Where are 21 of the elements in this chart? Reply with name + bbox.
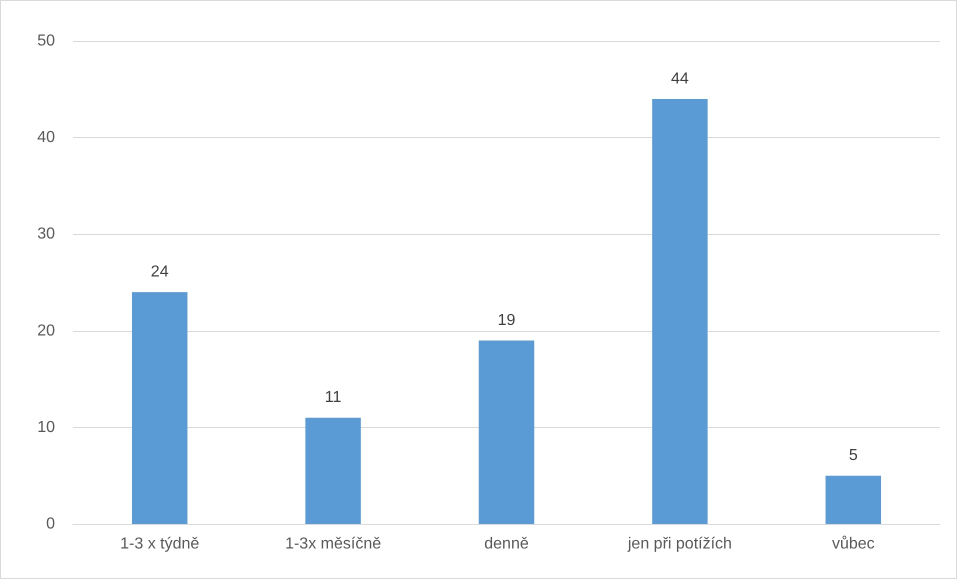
y-tick-label: 20	[37, 322, 56, 340]
x-tick-label: 1-3 x týdně	[120, 536, 200, 552]
bar	[478, 340, 534, 524]
data-label: 5	[848, 447, 858, 464]
bar	[652, 98, 708, 524]
data-label: 44	[671, 70, 689, 88]
y-tick-label: 30	[37, 226, 56, 243]
data-label: 11	[324, 389, 342, 406]
x-tick-label: denně	[484, 536, 529, 552]
bar	[132, 292, 188, 524]
y-tick-label: 40	[37, 129, 56, 146]
bar	[826, 476, 882, 524]
data-label: 24	[150, 264, 169, 281]
y-tick-label: 10	[37, 418, 56, 436]
data-label: 19	[498, 312, 516, 329]
x-tick-label: 1-3x měsíčně	[285, 536, 382, 552]
y-tick-label: 50	[37, 32, 56, 50]
x-tick-label: vůbec	[832, 536, 875, 552]
x-tick-label: jen při potížích	[626, 536, 732, 552]
bar	[305, 418, 361, 524]
y-tick-label: 0	[46, 516, 56, 532]
